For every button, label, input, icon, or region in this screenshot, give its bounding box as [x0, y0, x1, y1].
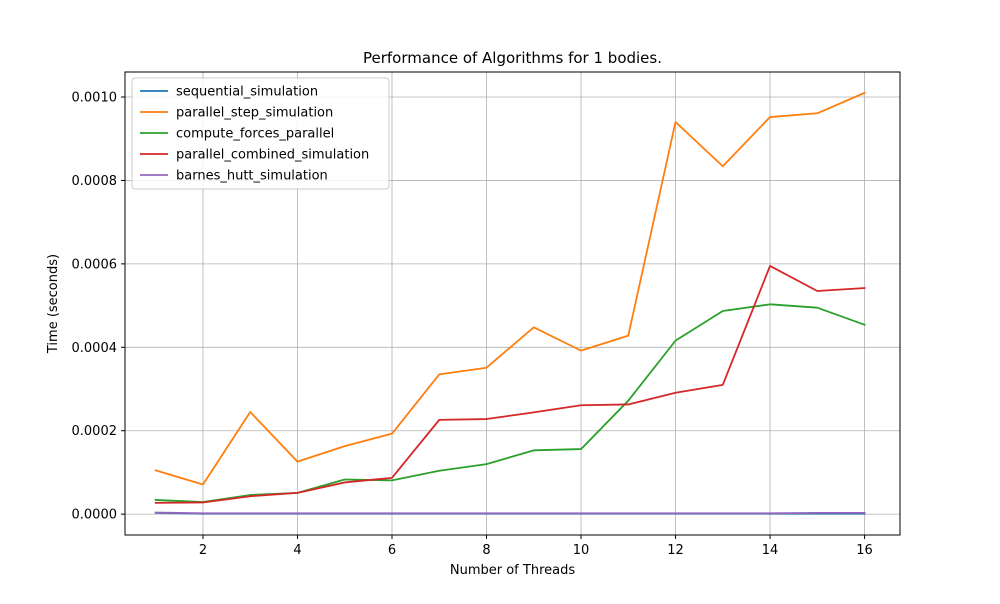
chart-title: Performance of Algorithms for 1 bodies. — [363, 49, 662, 67]
x-axis-label: Number of Threads — [450, 563, 575, 578]
y-tick-label: 0.0000 — [72, 508, 118, 523]
y-axis-label: Time (seconds) — [46, 254, 61, 354]
y-tick-label: 0.0002 — [72, 424, 118, 439]
grid — [125, 72, 900, 535]
y-tick-label: 0.0006 — [72, 257, 118, 272]
legend-entry-label: sequential_simulation — [176, 85, 318, 100]
x-tick-label: 8 — [482, 543, 490, 558]
x-tick-label: 6 — [388, 543, 396, 558]
y-tick-label: 0.0004 — [72, 341, 118, 356]
y-tick-label: 0.0008 — [72, 174, 118, 189]
series-line-barnes-hutt-simulation — [154, 511, 866, 515]
plot-frame — [124, 71, 901, 536]
legend-box — [131, 77, 390, 190]
x-tick-label: 4 — [293, 543, 301, 558]
x-tick-label: 10 — [573, 543, 590, 558]
x-tick-label: 14 — [762, 543, 779, 558]
legend-entry-label: barnes_hutt_simulation — [176, 169, 328, 184]
legend-entry-label: compute_forces_parallel — [176, 127, 334, 142]
legend: sequential_simulation parallel_step_simul… — [131, 77, 390, 190]
axis-ticks: 2 4 6 8 10 12 14 16 0.0000 0.0002 0.0004 0.0006 0.00… — [72, 91, 873, 558]
series-line-parallel-combined-simulation — [154, 265, 866, 504]
x-tick-label: 2 — [199, 543, 207, 558]
x-tick-label: 12 — [667, 543, 684, 558]
series-line-parallel-step-simulation — [154, 91, 866, 486]
x-tick-label: 16 — [856, 543, 873, 558]
series-lines — [154, 91, 866, 515]
series-line-compute-forces-parallel — [154, 303, 866, 503]
legend-entry-label: parallel_step_simulation — [176, 106, 333, 121]
legend-entry-label: parallel_combined_simulation — [176, 148, 369, 163]
y-tick-label: 0.0010 — [72, 91, 118, 106]
